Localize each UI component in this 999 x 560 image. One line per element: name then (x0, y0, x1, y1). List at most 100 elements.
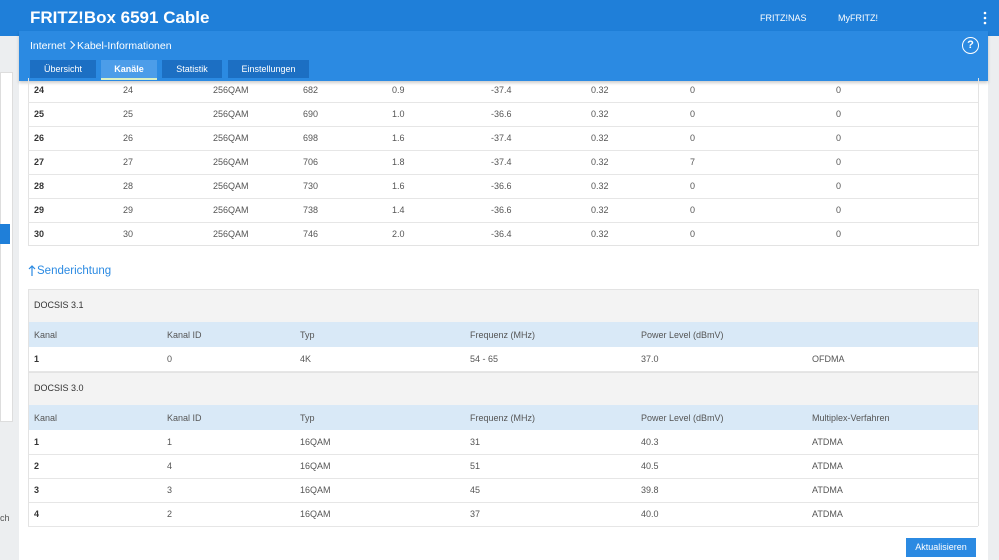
table-cell: 7 (690, 157, 696, 167)
table-cell: 29 (34, 205, 45, 215)
table-cell: 37 (470, 509, 481, 519)
table-cell: 16QAM (300, 461, 331, 471)
table-cell: 1 (34, 354, 40, 364)
header-link: FRITZ!NAS (760, 13, 807, 23)
help-icon[interactable]: ? (962, 37, 979, 54)
app-title: FRITZ!Box 6591 Cable (30, 8, 210, 27)
table-cell: 4K (300, 354, 312, 364)
top-bar (0, 0, 999, 36)
sidebar-text: ch (0, 513, 10, 523)
row-divider (28, 222, 978, 223)
table-cell: 0.32 (591, 229, 609, 239)
row-divider (28, 102, 978, 103)
table-cell: 256QAM (213, 85, 249, 95)
table-cell: 0.9 (392, 85, 405, 95)
table-header (28, 322, 978, 347)
table-cell: 0.32 (591, 181, 609, 191)
table-cell: 0.32 (591, 109, 609, 119)
table-cell: 0 (836, 133, 842, 143)
table-cell: OFDMA (812, 354, 845, 364)
header-link: MyFRITZ! (838, 13, 878, 23)
table-cell: 45 (470, 485, 481, 495)
sidebar-active-item (0, 224, 10, 244)
table-cell: 256QAM (213, 181, 249, 191)
table-cell: 0 (690, 133, 696, 143)
table-cell: 3 (34, 485, 40, 495)
table-cell: 256QAM (213, 229, 249, 239)
table-cell: 0 (836, 229, 842, 239)
table-cell: -36.6 (491, 181, 512, 191)
table-cell: 0.32 (591, 205, 609, 215)
table-cell: 30 (34, 229, 45, 239)
column-header: Frequenz (MHz) (470, 413, 536, 423)
table-cell: 690 (303, 109, 319, 119)
table-cell: 256QAM (213, 133, 249, 143)
column-header: Frequenz (MHz) (470, 330, 536, 340)
menu-icon[interactable] (982, 11, 988, 25)
table-cell: 0 (690, 181, 696, 191)
table-cell: -36.6 (491, 205, 512, 215)
button-label[interactable]: Aktualisieren (915, 542, 967, 552)
tab[interactable]: Statistik (162, 60, 222, 78)
row-divider (28, 174, 978, 175)
table-cell: 16QAM (300, 509, 331, 519)
downstream-table (28, 78, 979, 246)
table-cell: 698 (303, 133, 319, 143)
table-cell: 0 (690, 109, 696, 119)
table-cell: ATDMA (812, 461, 843, 471)
section-title: DOCSIS 3.0 (34, 383, 84, 393)
update-button[interactable] (906, 538, 976, 557)
column-header: Kanal (34, 413, 58, 423)
arrow-up-icon (28, 265, 36, 276)
table-cell: 682 (303, 85, 319, 95)
table-cell: 1.0 (392, 109, 405, 119)
table-cell: 0 (836, 85, 842, 95)
table-cell: ATDMA (812, 485, 843, 495)
table-cell: 39.8 (641, 485, 659, 495)
breadcrumb-item: Internet (30, 40, 66, 52)
column-header: Kanal ID (167, 330, 202, 340)
table-cell: 27 (34, 157, 45, 167)
table-cell: 1.4 (392, 205, 405, 215)
section-heading: Senderichtung (37, 265, 112, 277)
table-cell: 0.32 (591, 85, 609, 95)
table-cell: 26 (34, 133, 45, 143)
row-divider (28, 478, 978, 479)
table-cell: 16QAM (300, 437, 331, 447)
table-cell: 256QAM (213, 157, 249, 167)
table-cell: 256QAM (213, 205, 249, 215)
table-cell: -37.4 (491, 157, 512, 167)
table-cell: 4 (34, 509, 40, 519)
tab[interactable]: Kanäle (101, 60, 157, 80)
table-cell: 746 (303, 229, 319, 239)
column-header: Kanal (34, 330, 58, 340)
table-cell: 1.6 (392, 133, 405, 143)
table-cell: ATDMA (812, 509, 843, 519)
table-cell: 1.8 (392, 157, 405, 167)
row-divider (28, 126, 978, 127)
column-header: Multiplex-Verfahren (812, 413, 890, 423)
table-cell: 30 (123, 229, 134, 239)
table-cell: 0 (690, 229, 696, 239)
sidebar (0, 72, 13, 422)
table-cell: 706 (303, 157, 319, 167)
table-cell: 24 (123, 85, 134, 95)
row-divider (28, 526, 978, 527)
table-cell: 1 (34, 437, 40, 447)
table-header (28, 405, 978, 430)
table-cell: 4 (167, 461, 173, 471)
table-cell: 2.0 (392, 229, 405, 239)
table-cell: -37.4 (491, 85, 512, 95)
table-cell: 0.32 (591, 133, 609, 143)
tab[interactable]: Einstellungen (228, 60, 309, 78)
table-cell: 0 (836, 157, 842, 167)
table-cell: 0 (167, 354, 173, 364)
table-cell: 2 (167, 509, 173, 519)
table-cell: ATDMA (812, 437, 843, 447)
table-cell: 40.5 (641, 461, 659, 471)
table-cell: 1 (167, 437, 173, 447)
tab[interactable]: Übersicht (30, 60, 96, 78)
table-cell: 28 (123, 181, 134, 191)
table-cell: 0.32 (591, 157, 609, 167)
